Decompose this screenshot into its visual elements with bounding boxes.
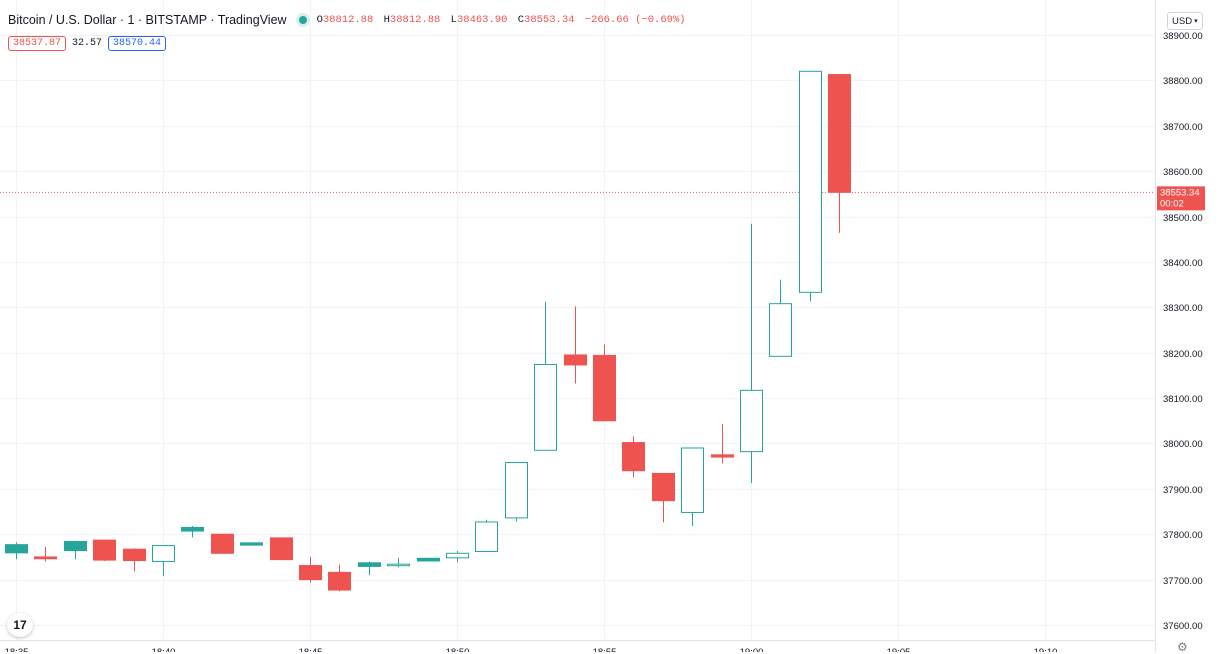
tradingview-logo-icon[interactable]: 17 [7,613,33,637]
change-value: −266.66 (−0.69%) [584,14,686,26]
candle-body[interactable] [828,74,851,193]
candle-body[interactable] [270,537,293,561]
time-axis[interactable]: 18:35 18:40 18:45 18:50 18:55 19:00 19:05 19:10 [5,647,1058,652]
price-tick-label: 38400.00 [1163,258,1203,269]
candle-body[interactable] [769,303,792,357]
price-axis[interactable]: 37600.00 37700.00 37800.00 37900.00 38000.00… [1163,31,1203,632]
candle-body[interactable] [417,557,440,562]
logo-text: 17 [13,618,27,632]
high-value: 38812.88 [389,14,441,26]
candle-body[interactable] [5,544,28,554]
candles-group [5,70,851,592]
ohlc-values: O38812.88 H38812.88 L38463.90 C38553.34 … [317,14,690,26]
time-tick-label: 19:10 [1034,647,1058,652]
price-tick-label: 37800.00 [1163,530,1203,541]
candle-body[interactable] [593,354,616,422]
currency-label: USD [1172,15,1193,27]
current-price-badge: 38553.34 00:02 [1157,186,1205,211]
time-tick-label: 19:00 [740,647,764,652]
time-tick-label: 19:05 [887,647,911,652]
chevron-down-icon: ▾ [1194,18,1198,25]
candle-body[interactable] [534,363,557,451]
buy-price-button[interactable]: 38570.44 [108,35,167,51]
candle-body[interactable] [240,542,263,546]
time-tick-label: 18:40 [152,647,176,652]
candle-body[interactable] [799,70,822,293]
candle-body[interactable] [328,571,351,591]
price-tick-label: 38700.00 [1163,122,1203,133]
candle-body[interactable] [299,565,322,581]
candle-body[interactable] [64,540,87,552]
price-tick-label: 38600.00 [1163,167,1203,178]
candle-body[interactable] [622,442,645,472]
time-tick-label: 18:45 [299,647,323,652]
chart-grid [0,0,1155,640]
low-label: L [450,14,457,26]
open-value: 38812.88 [322,14,374,26]
candle-body[interactable] [93,539,116,561]
price-tick-label: 38900.00 [1163,31,1203,42]
price-tick-label: 38000.00 [1163,439,1203,450]
candle-body[interactable] [740,389,763,453]
settings-gear-icon[interactable]: ⚙ [1177,640,1188,654]
price-tick-label: 37900.00 [1163,485,1203,496]
price-tick-label: 38300.00 [1163,303,1203,314]
candle-body[interactable] [387,563,410,567]
price-tick-label: 38200.00 [1163,349,1203,360]
currency-select[interactable]: USD ▾ [1167,12,1203,30]
candle-body[interactable] [652,472,675,502]
candle-body[interactable] [181,526,204,532]
candle-body[interactable] [123,548,146,562]
symbol-title[interactable]: Bitcoin / U.S. Dollar · 1 · BITSTAMP · T… [8,13,287,27]
sell-price-button[interactable]: 38537.87 [8,35,67,51]
bid-ask-spread: 38537.87 32.57 38570.44 [8,34,167,52]
market-open-indicator-icon [298,16,307,24]
current-price-label: 38553.34 [1160,187,1200,198]
countdown-label: 00:02 [1160,198,1184,209]
price-tick-label: 38100.00 [1163,394,1203,405]
open-label: O [316,14,323,26]
time-tick-label: 18:55 [593,647,617,652]
low-value: 38463.90 [456,14,508,26]
price-tick-label: 37600.00 [1163,621,1203,632]
candle-body[interactable] [711,454,734,458]
candle-body[interactable] [211,533,234,554]
candle-body[interactable] [475,521,498,552]
price-tick-label: 38800.00 [1163,76,1203,87]
time-tick-label: 18:50 [446,647,470,652]
price-tick-label: 37700.00 [1163,576,1203,587]
high-label: H [383,14,390,26]
time-tick-label: 18:35 [5,647,29,652]
candle-body[interactable] [564,354,587,366]
candle-body[interactable] [681,447,704,513]
legend-header: Bitcoin / U.S. Dollar · 1 · BITSTAMP · T… [8,11,690,29]
candle-body[interactable] [505,462,528,519]
close-label: C [517,14,525,26]
spread-value: 32.57 [72,37,103,49]
candle-body[interactable] [358,562,381,567]
candle-body[interactable] [34,556,57,560]
close-value: 38553.34 [524,14,575,26]
price-tick-label: 38500.00 [1163,213,1203,224]
candle-body[interactable] [446,552,469,559]
candle-body[interactable] [152,545,175,562]
